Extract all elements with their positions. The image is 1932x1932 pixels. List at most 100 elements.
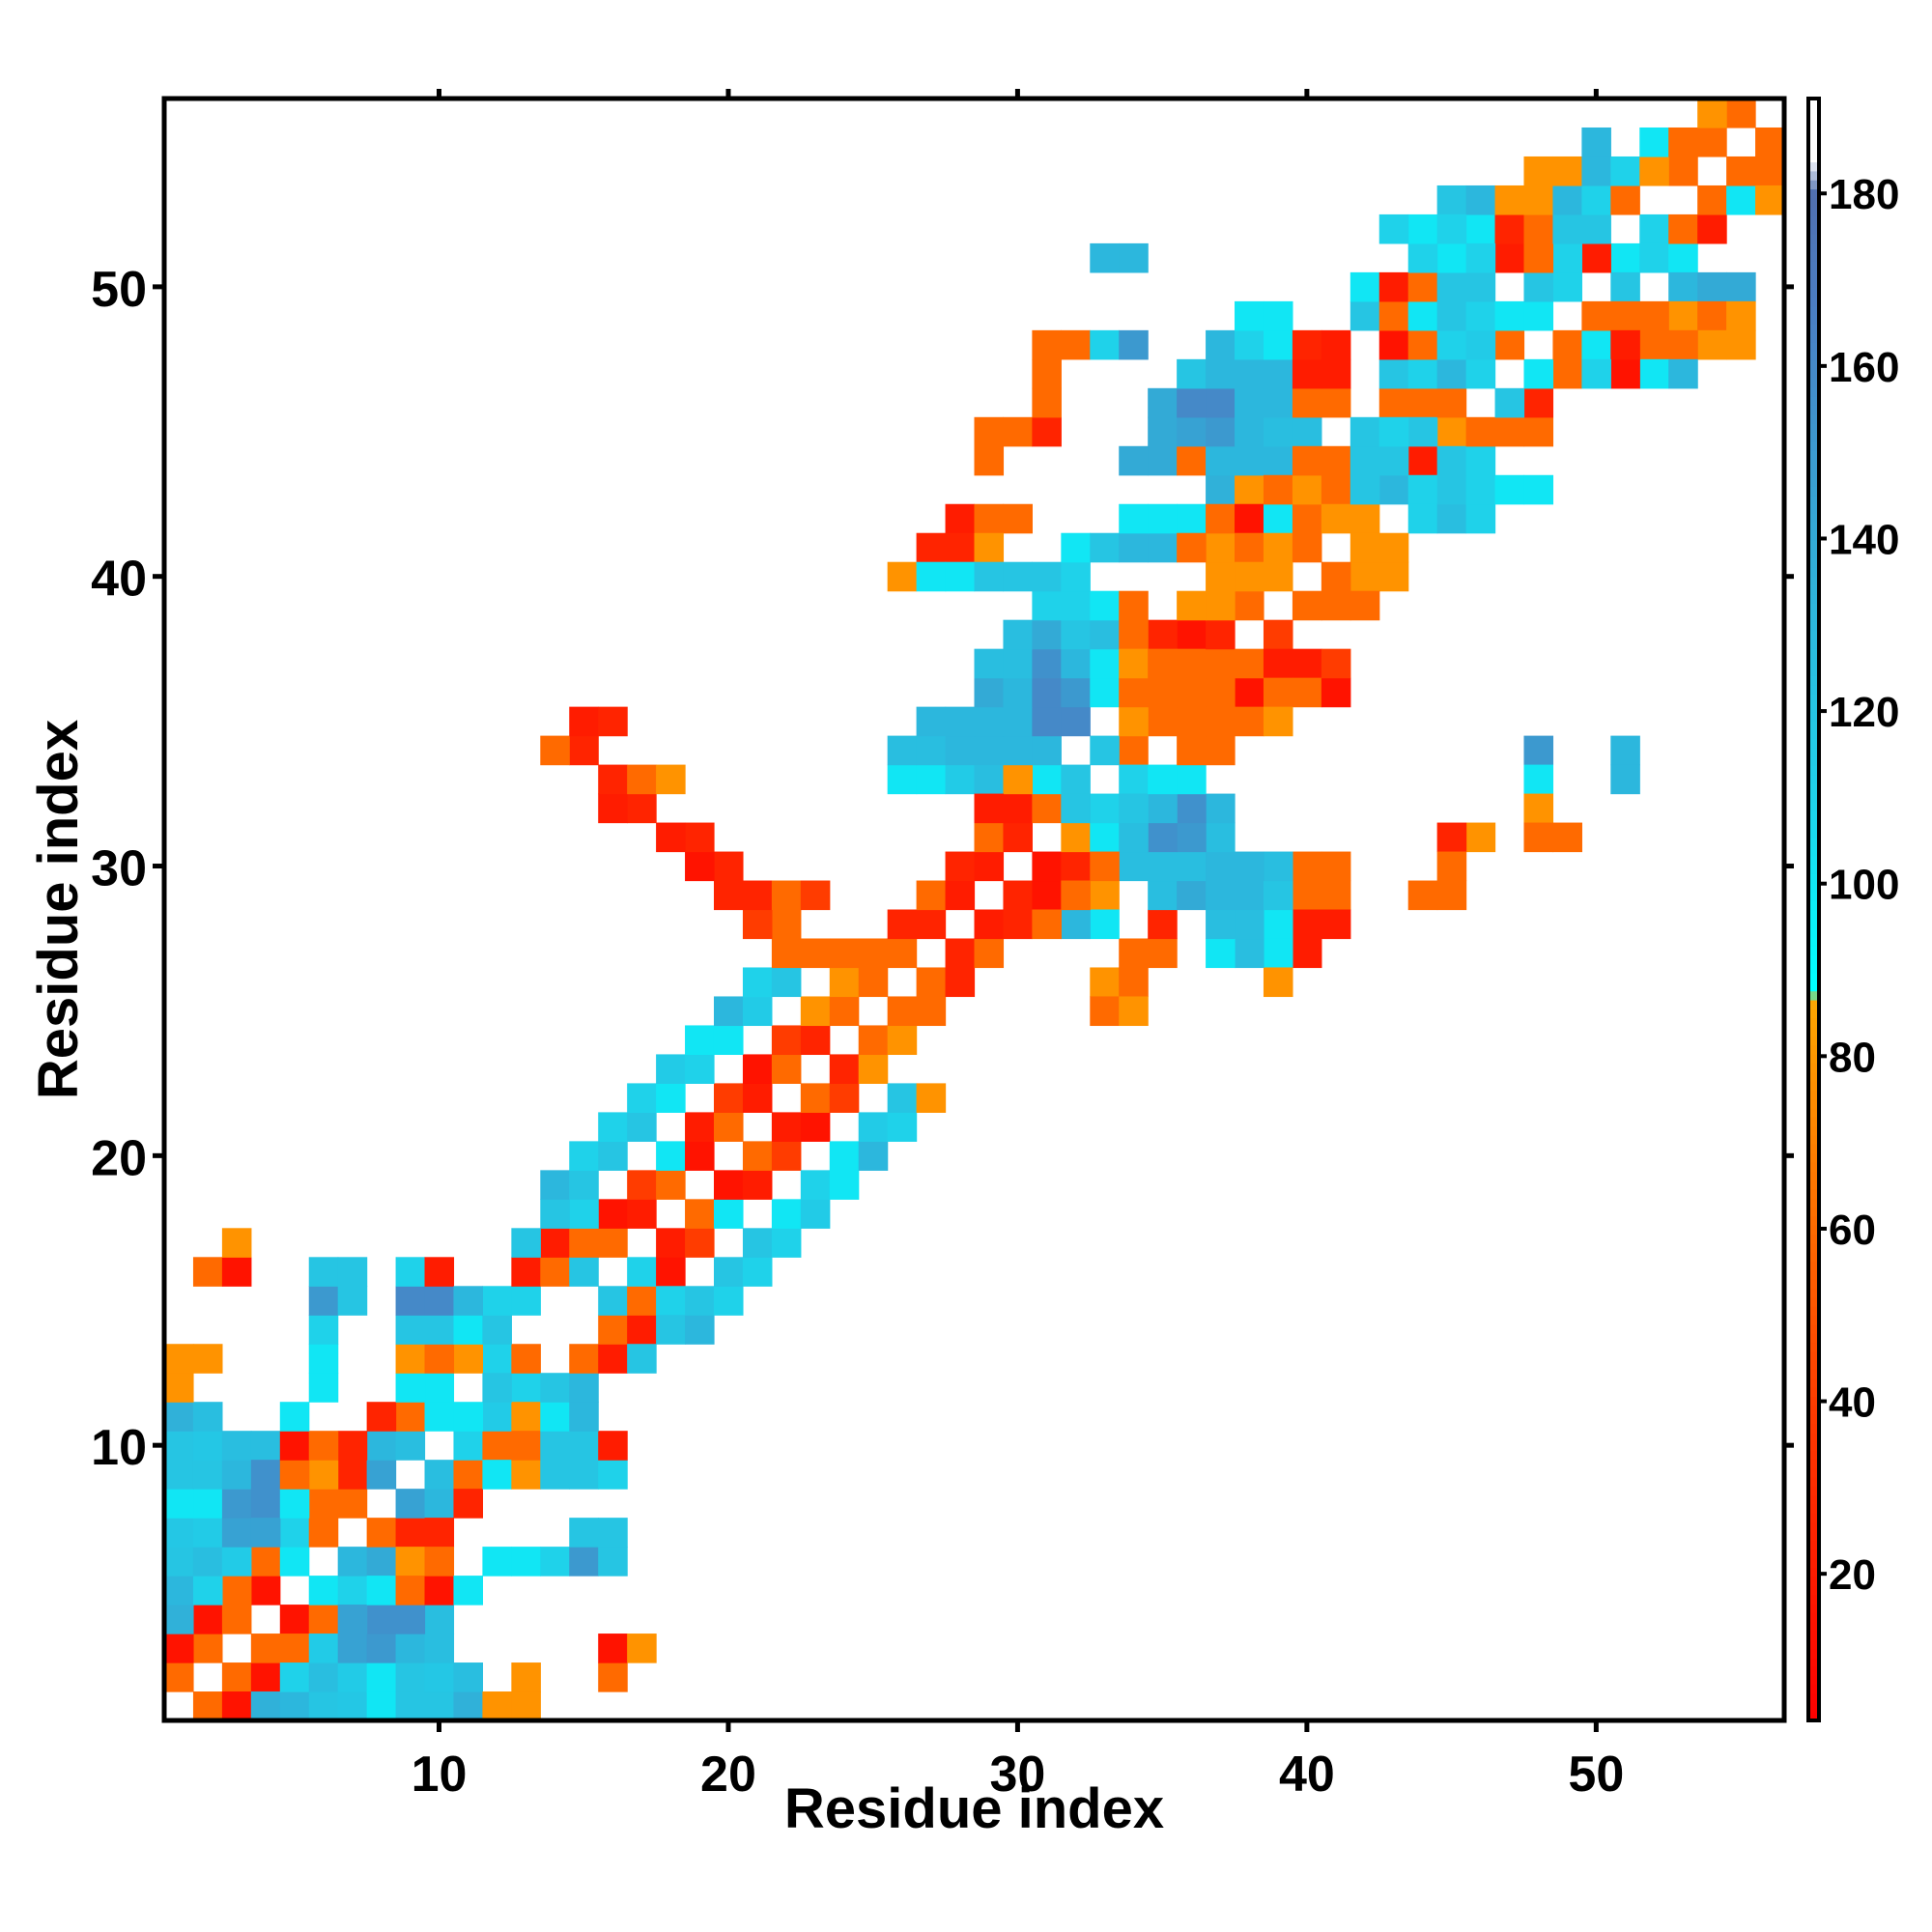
heatmap-cell <box>424 1315 455 1345</box>
colorbar-segment <box>1808 1017 1819 1028</box>
heatmap-cell <box>1177 358 1207 389</box>
colorbar-segment <box>1808 1323 1819 1334</box>
heatmap-cell <box>221 1605 252 1634</box>
heatmap-cell <box>974 503 1005 534</box>
colorbar-segment <box>1808 774 1819 784</box>
heatmap-cell <box>742 996 773 1027</box>
heatmap-cell <box>1378 416 1409 447</box>
colorbar-segment <box>1808 855 1819 866</box>
heatmap-cell <box>1263 938 1293 969</box>
heatmap-cell <box>656 1170 686 1200</box>
heatmap-cell <box>1552 271 1582 302</box>
heatmap-cell <box>511 1547 541 1577</box>
heatmap-cell <box>511 1257 541 1287</box>
heatmap-cell <box>1407 271 1438 302</box>
heatmap-cell <box>1119 619 1149 650</box>
heatmap-cell <box>858 1112 889 1142</box>
heatmap-cell <box>337 1691 368 1721</box>
heatmap-cell <box>1610 156 1640 186</box>
colorbar-tick-label: 60 <box>1829 1207 1876 1254</box>
heatmap-cell <box>511 1431 541 1461</box>
heatmap-cell <box>1061 909 1091 940</box>
heatmap-cell <box>1090 677 1120 708</box>
heatmap-cell <box>1292 880 1322 911</box>
heatmap-cell <box>656 1141 686 1171</box>
heatmap-cell <box>250 1691 281 1721</box>
heatmap-cell <box>192 1431 223 1461</box>
colorbar-segment <box>1808 432 1819 442</box>
heatmap-cell <box>1148 851 1178 882</box>
heatmap-cell <box>511 1286 541 1316</box>
heatmap-cell <box>1177 648 1207 679</box>
colorbar-segment <box>1808 684 1819 695</box>
heatmap-cell <box>1407 387 1438 418</box>
colorbar-segment <box>1808 1432 1819 1442</box>
colorbar-segment <box>1808 1666 1819 1677</box>
heatmap-cell <box>1003 793 1033 824</box>
colorbar-segment <box>1808 468 1819 478</box>
heatmap-cell <box>569 1402 599 1432</box>
heatmap-cell <box>164 1489 194 1519</box>
heatmap-cell <box>1436 822 1467 853</box>
heatmap-cell <box>1119 445 1149 476</box>
heatmap-cell <box>1523 735 1554 766</box>
y-tick-label: 20 <box>91 1130 147 1186</box>
colorbar-segment <box>1808 1080 1819 1091</box>
colorbar-segment <box>1808 1548 1819 1559</box>
heatmap-cell <box>887 1025 918 1056</box>
colorbar-segment <box>1808 701 1819 713</box>
heatmap-cell <box>192 1518 223 1548</box>
heatmap-cell <box>771 1054 802 1084</box>
heatmap-cell <box>337 1576 368 1605</box>
heatmap-cell <box>1032 735 1062 766</box>
colorbar-segment <box>1808 1152 1819 1163</box>
heatmap-cell <box>1032 648 1062 679</box>
colorbar-segment <box>1808 1278 1819 1290</box>
heatmap-cell <box>1263 880 1293 911</box>
heatmap-cell <box>1177 706 1207 737</box>
colorbar-segment <box>1808 395 1819 406</box>
y-axis-label: Residue index <box>27 720 90 1099</box>
heatmap-cell <box>424 1547 455 1577</box>
colorbar-segment <box>1808 720 1819 730</box>
heatmap-cell <box>1292 677 1322 708</box>
heatmap-cell <box>1119 677 1149 708</box>
colorbar-segment <box>1808 837 1819 848</box>
colorbar-segment <box>1808 1063 1819 1073</box>
heatmap-cell <box>1465 503 1496 534</box>
colorbar-segment <box>1808 1513 1819 1523</box>
heatmap-cell <box>713 1025 744 1056</box>
heatmap-cell <box>1032 677 1062 708</box>
heatmap-cell <box>424 1489 455 1519</box>
heatmap-cell <box>1003 880 1033 911</box>
heatmap-cell <box>1436 445 1467 476</box>
heatmap-cell <box>598 1141 628 1171</box>
heatmap-cell <box>1581 185 1611 215</box>
heatmap-cell <box>1235 503 1264 534</box>
heatmap-cell <box>1119 822 1149 853</box>
heatmap-cell <box>771 909 802 940</box>
colorbar-segment <box>1808 270 1819 280</box>
heatmap-cell <box>569 1199 599 1229</box>
colorbar-segment <box>1808 1486 1819 1496</box>
colorbar-segment <box>1808 170 1819 181</box>
colorbar-segment <box>1808 1332 1819 1344</box>
heatmap-cell <box>598 764 628 795</box>
heatmap-cell <box>1436 271 1467 302</box>
heatmap-cell <box>482 1431 512 1461</box>
heatmap-cell <box>1321 445 1351 476</box>
colorbar-segment <box>1808 413 1819 424</box>
colorbar-segment <box>1808 1386 1819 1397</box>
colorbar-tick-label: 140 <box>1829 516 1899 563</box>
colorbar-segment <box>1808 522 1819 532</box>
heatmap-cell <box>482 1547 512 1577</box>
colorbar-segment <box>1808 1053 1819 1064</box>
colorbar-segment <box>1808 549 1819 559</box>
colorbar-segment <box>1808 1531 1819 1542</box>
colorbar-segment <box>1808 1251 1819 1263</box>
colorbar-segment <box>1808 1144 1819 1154</box>
colorbar-segment <box>1808 1621 1819 1632</box>
heatmap-cell <box>337 1605 368 1634</box>
heatmap-cell <box>1090 590 1120 621</box>
heatmap-cell <box>1061 880 1091 911</box>
